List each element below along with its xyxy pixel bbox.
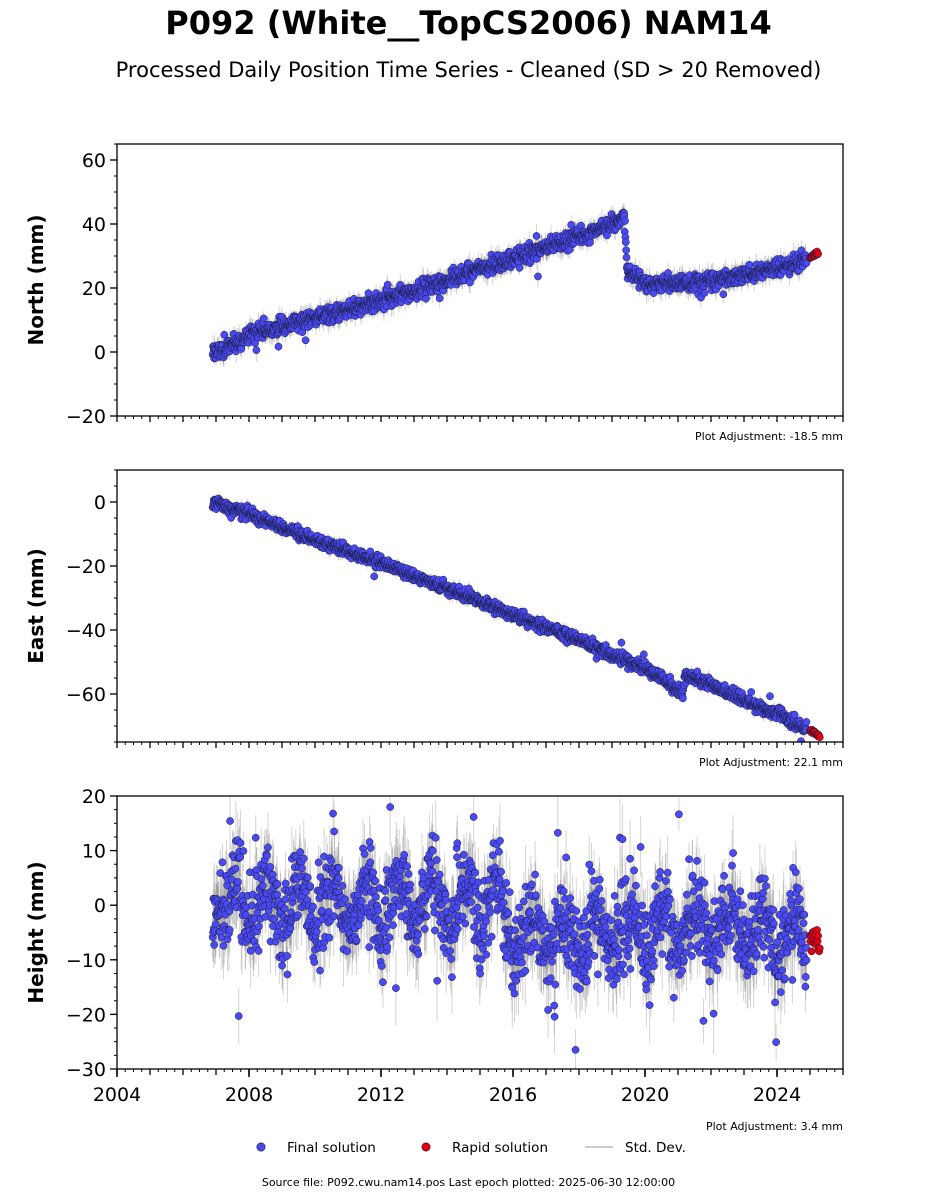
final-point	[622, 253, 631, 262]
final-point	[532, 232, 541, 240]
figure-subtitle: Processed Daily Position Time Series - C…	[115, 58, 822, 82]
final-point	[586, 238, 594, 247]
north-plot-adjustment: Plot Adjustment: -18.5 mm	[695, 430, 843, 443]
final-point	[435, 294, 444, 303]
y-tick-label: 0	[94, 342, 106, 364]
final-point	[252, 346, 261, 355]
east-data	[208, 493, 824, 742]
north-x-axis	[116, 416, 844, 422]
final-point	[621, 217, 629, 225]
y-tick-label: 40	[82, 214, 106, 236]
final-point	[364, 289, 373, 298]
final-point	[700, 289, 709, 297]
final-point	[745, 260, 754, 269]
final-point	[383, 280, 392, 289]
north-data	[208, 202, 822, 367]
rapid-point	[814, 249, 822, 258]
final-point	[534, 272, 542, 281]
final-point	[259, 314, 268, 323]
figure-title: P092 (White__TopCS2006) NAM14	[165, 4, 772, 42]
north-y-axis: −20 0 20 40 60	[66, 143, 117, 428]
north-y-label: North (mm)	[24, 214, 48, 345]
north-panel: −20 0 20 40 60 North (mm) Plot Adjustment: -18…	[24, 143, 844, 443]
final-point	[719, 290, 728, 299]
y-tick-label: −20	[66, 406, 106, 428]
y-tick-label: 20	[82, 278, 106, 300]
final-point	[622, 246, 630, 255]
final-point	[301, 336, 310, 345]
final-point	[567, 220, 576, 229]
y-tick-label: 60	[82, 150, 106, 172]
final-point	[422, 294, 430, 303]
final-point	[515, 263, 524, 272]
north-final-points	[208, 208, 811, 363]
north-rapid-points	[806, 247, 822, 263]
final-point	[621, 238, 630, 247]
final-point	[274, 342, 283, 351]
